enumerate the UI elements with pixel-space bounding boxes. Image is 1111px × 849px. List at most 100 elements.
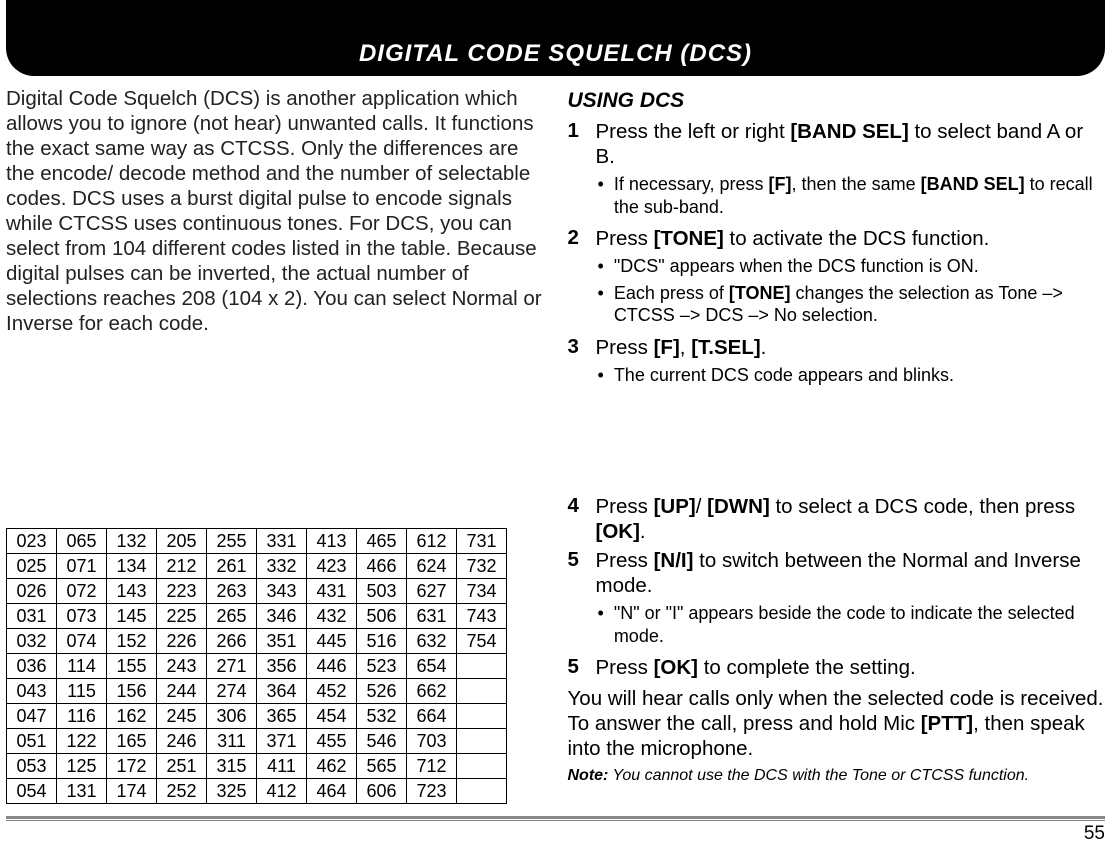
text: Press	[596, 549, 654, 572]
table-cell	[457, 654, 507, 679]
table-cell: 226	[157, 629, 207, 654]
text: The current DCS code appears and blinks.	[614, 364, 954, 387]
table-cell: 145	[107, 604, 157, 629]
table-cell: 732	[457, 554, 507, 579]
table-cell: 446	[307, 654, 357, 679]
step-body: Press [UP]/ [DWN] to select a DCS code, …	[596, 494, 1106, 544]
text: to complete the setting.	[698, 656, 916, 679]
table-cell: 632	[407, 629, 457, 654]
table-cell: 631	[407, 604, 457, 629]
table-cell: 464	[307, 779, 357, 804]
right-column: USING DCS 1 Press the left or right [BAN…	[568, 86, 1106, 804]
table-cell: 156	[107, 679, 157, 704]
key-ok: [OK]	[654, 656, 698, 679]
table-cell: 452	[307, 679, 357, 704]
table-cell: 246	[157, 729, 207, 754]
sub-bullets: "N" or "I" appears beside the code to in…	[596, 602, 1106, 647]
table-cell: 413	[307, 529, 357, 554]
table-row: 023065132205255331413465612731	[7, 529, 507, 554]
table-cell: 074	[57, 629, 107, 654]
step-3: 3 Press [F], [T.SEL]. The current DCS co…	[568, 335, 1106, 391]
sub-bullets: The current DCS code appears and blinks.	[596, 364, 1106, 387]
table-cell: 432	[307, 604, 357, 629]
table-cell: 223	[157, 579, 207, 604]
bullet: Each press of [TONE] changes the selecti…	[596, 282, 1106, 327]
footer-rule	[6, 816, 1105, 821]
table-cell: 712	[407, 754, 457, 779]
table-cell: 212	[157, 554, 207, 579]
table-cell: 023	[7, 529, 57, 554]
bullet: "DCS" appears when the DCS function is O…	[596, 255, 1106, 278]
key-ni: [N/I]	[654, 549, 694, 572]
vertical-spacer	[568, 394, 1106, 494]
table-cell: 205	[157, 529, 207, 554]
step-number: 2	[568, 226, 584, 331]
table-cell: 274	[207, 679, 257, 704]
text: .	[761, 336, 767, 359]
bullet: "N" or "I" appears beside the code to in…	[596, 602, 1106, 647]
text: Press	[596, 336, 654, 359]
table-cell: 261	[207, 554, 257, 579]
page-title: DIGITAL CODE SQUELCH (DCS)	[359, 40, 752, 68]
key-ok: [OK]	[596, 520, 640, 543]
text: , then the same	[792, 174, 921, 194]
table-cell: 532	[357, 704, 407, 729]
bullet: The current DCS code appears and blinks.	[596, 364, 1106, 387]
table-cell: 516	[357, 629, 407, 654]
table-cell: 364	[257, 679, 307, 704]
text: If necessary, press	[614, 174, 769, 194]
table-row: 053125172251315411462565712	[7, 754, 507, 779]
table-cell: 624	[407, 554, 457, 579]
step-number: 5	[568, 548, 584, 651]
table-cell: 265	[207, 604, 257, 629]
table-cell: 411	[257, 754, 307, 779]
table-cell: 723	[407, 779, 457, 804]
table-row: 047116162245306365454532664	[7, 704, 507, 729]
table-cell: 743	[457, 604, 507, 629]
table-cell: 462	[307, 754, 357, 779]
text: Press	[596, 656, 654, 679]
note-label: Note:	[568, 767, 609, 784]
step-body: Press [N/I] to switch between the Normal…	[596, 548, 1106, 651]
key-band-sel: [BAND SEL]	[790, 120, 908, 143]
table-cell: 251	[157, 754, 207, 779]
table-cell: 731	[457, 529, 507, 554]
table-cell: 445	[307, 629, 357, 654]
table-cell: 125	[57, 754, 107, 779]
key-f: [F]	[769, 174, 792, 194]
table-cell: 325	[207, 779, 257, 804]
table-cell: 526	[357, 679, 407, 704]
step-2: 2 Press [TONE] to activate the DCS funct…	[568, 226, 1106, 331]
table-cell: 073	[57, 604, 107, 629]
table-cell: 054	[7, 779, 57, 804]
table-cell: 245	[157, 704, 207, 729]
text: to select a DCS code, then press	[770, 495, 1075, 518]
table-cell: 032	[7, 629, 57, 654]
table-row: 043115156244274364452526662	[7, 679, 507, 704]
table-cell: 162	[107, 704, 157, 729]
table-cell: 043	[7, 679, 57, 704]
table-cell: 266	[207, 629, 257, 654]
table-cell	[457, 729, 507, 754]
page-number: 55	[1084, 823, 1105, 845]
table-cell: 343	[257, 579, 307, 604]
table-cell: 754	[457, 629, 507, 654]
table-cell: 134	[107, 554, 157, 579]
table-cell	[457, 704, 507, 729]
key-tone: [TONE]	[654, 227, 724, 250]
table-cell: 143	[107, 579, 157, 604]
table-cell: 252	[157, 779, 207, 804]
table-cell: 155	[107, 654, 157, 679]
table-cell: 271	[207, 654, 257, 679]
bullet: If necessary, press [F], then the same […	[596, 173, 1106, 218]
step-body: Press [F], [T.SEL]. The current DCS code…	[596, 335, 1106, 391]
step-body: Press the left or right [BAND SEL] to se…	[596, 119, 1106, 222]
table-cell: 466	[357, 554, 407, 579]
table-cell: 431	[307, 579, 357, 604]
table-cell: 503	[357, 579, 407, 604]
table-cell: 331	[257, 529, 307, 554]
text: .	[640, 520, 646, 543]
table-cell: 654	[407, 654, 457, 679]
table-cell: 132	[107, 529, 157, 554]
table-cell: 047	[7, 704, 57, 729]
